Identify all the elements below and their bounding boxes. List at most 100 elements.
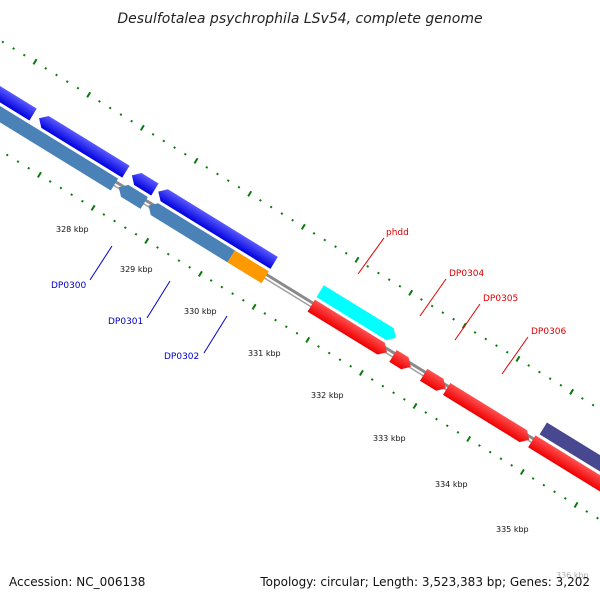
minor-tick [398,284,402,288]
scale-label: 336 kbp [556,571,589,580]
tick-ruler-outer [1,40,595,407]
gene-arrow-red-dp0304[interactable] [307,299,391,359]
minor-tick [134,232,138,236]
gene-label-dp0302[interactable]: DP0302 [164,352,199,362]
minor-tick [473,331,477,334]
minor-tick [392,391,395,395]
scale-label: 333 kbp [373,434,406,443]
minor-tick [559,383,563,387]
minor-tick [327,351,331,355]
gene-label-dp0304[interactable]: DP0304 [449,269,485,279]
map-title: Desulfotalea psychrophila LSv54, complet… [117,11,482,27]
minor-tick [538,370,541,374]
major-tick [515,355,521,362]
minor-tick [70,193,74,197]
minor-tick [130,119,134,123]
gene-arrow-cyan-phdd[interactable] [316,285,399,344]
minor-tick [424,411,428,414]
major-tick [569,388,575,395]
minor-tick [80,199,84,203]
minor-tick [98,100,101,103]
minor-tick [334,245,337,249]
minor-tick [478,444,481,447]
minor-tick [280,212,284,215]
minor-tick [591,403,595,407]
gene-label-dp0306[interactable]: DP0306 [531,327,567,337]
minor-tick [65,80,69,83]
gene-arrow-blue-4[interactable] [155,186,278,269]
minor-tick [596,516,599,520]
minor-tick [553,490,556,494]
minor-tick [435,417,438,421]
minor-tick [237,185,241,189]
minor-tick [484,337,488,341]
leader-line-dp0302 [203,315,228,354]
major-tick [466,435,472,443]
minor-tick [44,66,48,70]
minor-tick [216,172,219,176]
minor-tick [402,397,406,401]
scale-label: 328 kbp [56,225,89,234]
gene-label-phdd[interactable]: phdd [386,228,409,238]
gene-label-dp0300[interactable]: DP0300 [51,281,87,291]
scale-label: 330 kbp [184,307,217,316]
minor-tick [12,47,15,50]
minor-tick [366,265,370,268]
gene-arrow-blue-1[interactable] [0,72,37,121]
gene-arrow-orange-dp0302[interactable] [227,250,269,284]
minor-tick [48,180,52,183]
leader-line-dp0306 [501,336,529,375]
gene-arrow-red-dp0305[interactable] [389,349,414,373]
minor-tick [5,153,9,157]
minor-tick [456,430,460,434]
genome-summary-text: Topology: circular; Length: 3,523,383 bp… [259,575,590,589]
minor-tick [205,166,209,169]
accession-text: Accession: NC_006138 [9,575,145,589]
minor-tick [381,384,385,388]
minor-tick [295,331,299,335]
gene-arrow-steel-2[interactable] [0,99,119,191]
gene-label-dp0305[interactable]: DP0305 [483,294,518,304]
gene-arrow-blue-3[interactable] [128,169,159,196]
scale-labels: 328 kbp 329 kbp 330 kbp 331 kbp 332 kbp … [56,225,589,580]
minor-tick [323,238,327,242]
major-tick [251,303,257,310]
minor-tick [263,312,267,315]
minor-tick [16,160,20,164]
minor-tick [387,278,391,282]
minor-tick [452,317,455,321]
major-tick [408,289,414,296]
gene-arrow-steel-3[interactable] [115,181,148,209]
gene-label-dp0301[interactable]: DP0301 [108,317,143,327]
minor-tick [377,271,380,275]
major-tick [197,270,203,277]
gene-arrow-blue-2[interactable] [35,112,130,178]
minor-tick [548,377,552,381]
minor-tick [563,496,567,500]
gene-labels: DP0300 DP0301 DP0302 phdd DP0304 DP0305 … [51,228,567,362]
gene-arrow-red-a[interactable] [419,368,449,395]
minor-tick [1,40,5,44]
minor-tick [370,378,374,381]
minor-tick [420,298,423,301]
gene-arrow-red-b[interactable] [528,435,600,519]
minor-tick [59,186,63,190]
minor-tick [317,345,320,348]
minor-tick [527,364,531,367]
minor-tick [488,450,492,454]
gene-arrow-slate[interactable] [539,422,600,504]
major-tick [32,58,38,65]
gene-label-leaders [89,237,529,375]
minor-tick [113,219,116,223]
minor-tick [349,364,353,368]
gene-arrow-red-dp0306[interactable] [442,382,533,446]
gene-arrow-steel-4[interactable] [145,200,235,263]
leader-line-dp0301 [146,280,171,319]
minor-tick [220,285,224,289]
minor-tick [76,86,80,90]
minor-tick [495,344,498,348]
major-tick [358,369,364,376]
major-tick [37,171,42,178]
minor-tick [531,477,535,480]
